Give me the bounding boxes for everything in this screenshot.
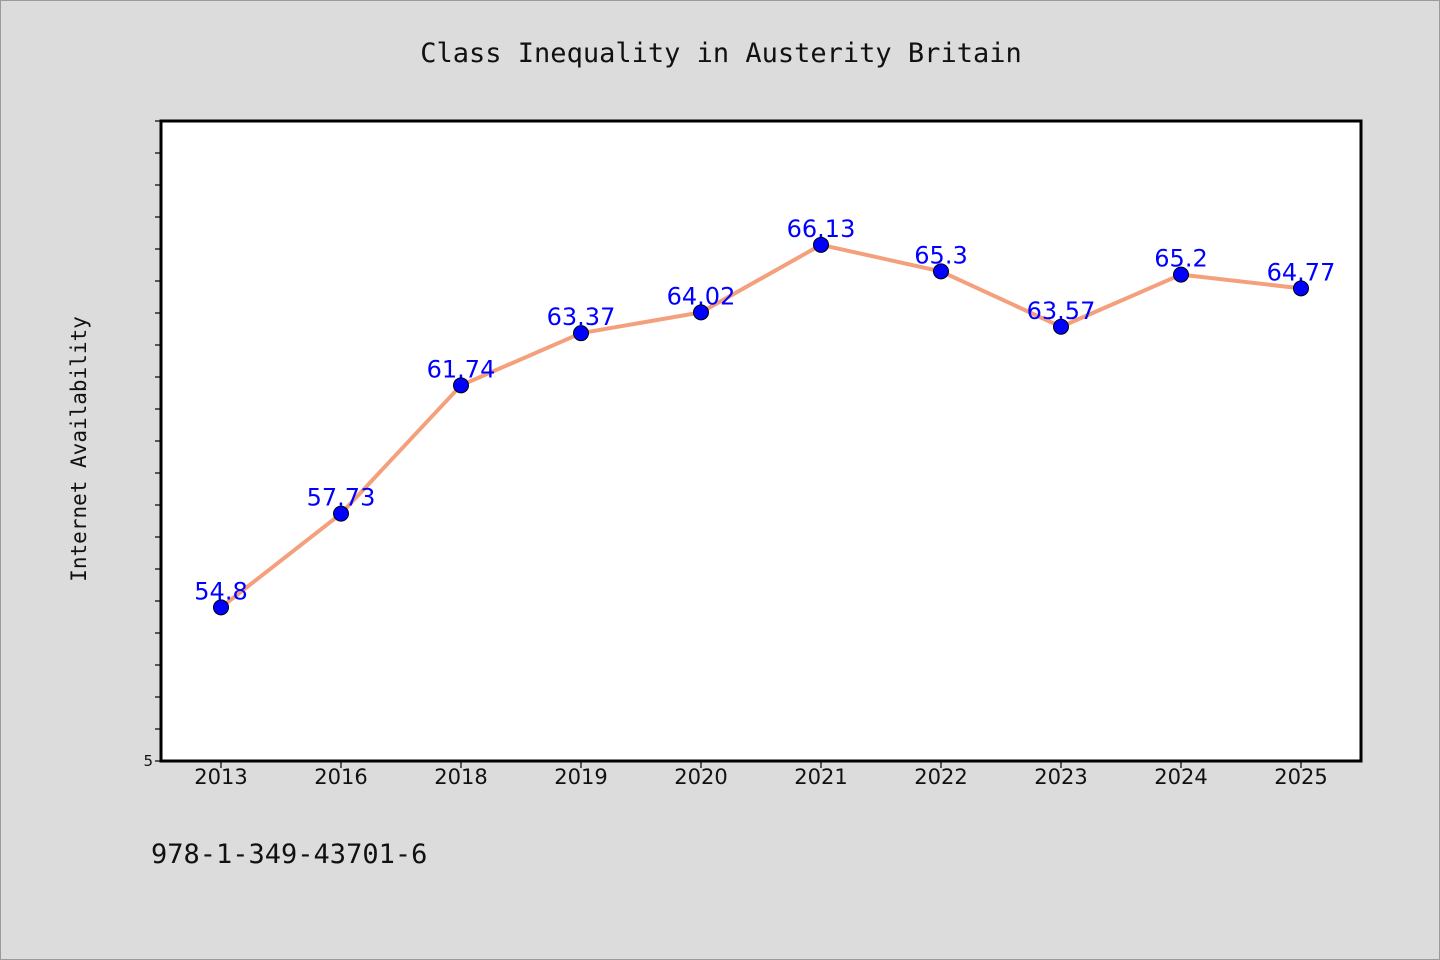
data-point (693, 304, 709, 321)
data-point (1053, 318, 1069, 335)
data-label: 57.73 (307, 484, 376, 512)
data-point (573, 325, 589, 342)
data-label: 63.57 (1027, 297, 1096, 325)
data-label: 61.74 (427, 355, 496, 383)
x-tick-label: 2019 (554, 765, 607, 789)
x-tick-label: 2013 (194, 765, 247, 789)
x-tick-label: 2021 (794, 765, 847, 789)
data-point (333, 505, 349, 522)
x-tick-label: 2022 (914, 765, 967, 789)
data-points (213, 236, 1309, 616)
y-axis-ticks (155, 120, 161, 762)
y-axis-label: Internet Availability (67, 316, 91, 582)
chart-title: Class Inequality in Austerity Britain (420, 38, 1021, 69)
x-tick-label: 2024 (1154, 765, 1207, 789)
data-label: 65.2 (1154, 245, 1207, 273)
x-tick-label: 2025 (1274, 765, 1327, 789)
data-point (1173, 266, 1189, 283)
data-label: 63.37 (547, 303, 616, 331)
data-label: 64.77 (1267, 258, 1336, 286)
series-line-group (219, 242, 1303, 610)
x-tick-label: 2020 (674, 765, 727, 789)
data-point (1293, 280, 1309, 297)
plot-area (159, 119, 1363, 763)
isbn-text: 978-1-349-43701-6 (151, 839, 427, 870)
x-tick-label: 2018 (434, 765, 487, 789)
x-axis-ticks (220, 761, 1302, 768)
y-tick-label: 5 (143, 752, 153, 770)
data-labels: 54.8 57.73 61.74 63.37 64.02 66.13 65.3 63.57 65… (194, 215, 1335, 606)
series-line (219, 242, 1303, 610)
data-point (453, 377, 469, 394)
data-label: 54.8 (194, 577, 247, 605)
x-tick-label: 2023 (1034, 765, 1087, 789)
data-label: 65.3 (914, 241, 967, 269)
x-axis-tick-labels: 2013 2016 2018 2019 2020 2021 2022 2023 2024 2025 (194, 765, 1327, 789)
data-label: 64.02 (667, 282, 736, 310)
data-label: 66.13 (787, 215, 856, 243)
data-point (813, 236, 829, 253)
data-point (933, 263, 949, 280)
x-tick-label: 2016 (314, 765, 367, 789)
data-point (213, 599, 229, 616)
y-axis-tick-labels: 5 (143, 752, 153, 770)
